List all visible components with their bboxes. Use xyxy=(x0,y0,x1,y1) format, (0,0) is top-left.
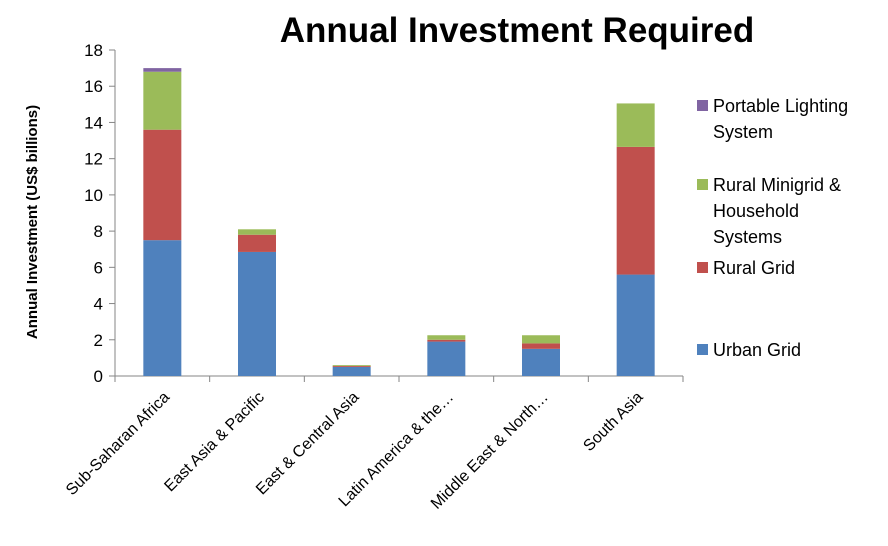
bar-segment xyxy=(427,341,466,376)
legend-swatch xyxy=(697,262,708,273)
y-tick-label: 16 xyxy=(84,77,103,96)
bar-segment xyxy=(522,335,560,344)
x-tick-label: South Asia xyxy=(580,389,646,455)
bar-segment xyxy=(143,68,182,72)
bar-segment xyxy=(616,274,655,376)
bar-segment xyxy=(522,343,560,349)
bar-segment xyxy=(427,339,466,342)
legend-label: Systems xyxy=(713,227,782,247)
bar-segment xyxy=(522,348,560,376)
y-tick-label: 6 xyxy=(94,258,103,277)
legend-swatch xyxy=(697,344,708,355)
legend-label: Urban Grid xyxy=(713,340,801,360)
y-tick-label: 0 xyxy=(94,367,103,386)
legend-label: System xyxy=(713,122,773,142)
y-tick-label: 18 xyxy=(84,41,103,60)
legend-label: Rural Minigrid & xyxy=(713,175,841,195)
y-tick-label: 10 xyxy=(84,186,103,205)
bar-segment xyxy=(427,335,466,340)
legend-label: Rural Grid xyxy=(713,258,795,278)
legend-swatch xyxy=(697,100,708,111)
bar-segment xyxy=(616,146,655,275)
x-tick-label: East Asia & Pacific xyxy=(161,389,267,495)
legend-label: Portable Lighting xyxy=(713,96,848,116)
bar-segment xyxy=(143,129,182,241)
legend-swatch xyxy=(697,179,708,190)
y-axis-label: Annual Investment (US$ billions) xyxy=(24,105,41,339)
x-tick-label: East & Central Asia xyxy=(253,389,363,499)
y-tick-label: 14 xyxy=(84,113,103,132)
y-tick-label: 12 xyxy=(84,150,103,169)
bar-segment xyxy=(238,229,276,235)
legend-label: Household xyxy=(713,201,799,221)
bar-segment xyxy=(238,234,276,252)
y-tick-label: 4 xyxy=(94,295,103,314)
bar-segment xyxy=(332,365,371,367)
x-tick-label: Sub-Saharan Africa xyxy=(63,389,173,499)
bar-segment xyxy=(238,251,276,376)
chart-title: Annual Investment Required xyxy=(280,11,755,50)
bar-segment xyxy=(143,240,182,376)
bar-segment xyxy=(332,366,371,367)
bar-segment xyxy=(143,71,182,130)
bar-segment xyxy=(616,103,655,147)
legend: Portable Lighting System Rural Minigrid & H… xyxy=(697,96,848,360)
bar-segment xyxy=(332,366,371,376)
y-tick-label: 8 xyxy=(94,222,103,241)
y-tick-label: 2 xyxy=(94,331,103,350)
